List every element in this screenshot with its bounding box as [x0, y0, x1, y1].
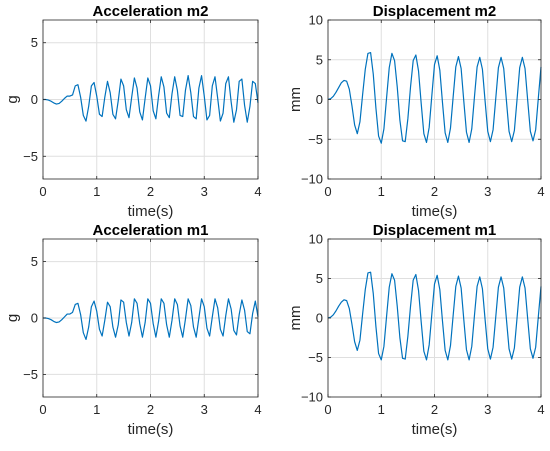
x-tick-label: 4: [537, 402, 544, 417]
x-axis-label: time(s): [128, 421, 174, 438]
x-tick-label: 1: [378, 402, 385, 417]
y-tick-label: −5: [308, 350, 323, 365]
x-axis-label: time(s): [128, 203, 174, 220]
x-tick-label: 2: [431, 402, 438, 417]
y-tick-label: 5: [31, 254, 38, 269]
y-tick-label: −10: [301, 172, 323, 187]
y-axis-label: g: [4, 95, 21, 103]
chart-title: Acceleration m2: [93, 3, 209, 20]
x-tick-label: 2: [147, 184, 154, 199]
x-tick-label: 0: [324, 402, 331, 417]
chart-title: Acceleration m1: [93, 222, 209, 239]
x-tick-label: 1: [93, 184, 100, 199]
x-tick-label: 2: [431, 184, 438, 199]
x-tick-label: 0: [39, 402, 46, 417]
x-tick-label: 3: [201, 184, 208, 199]
chart-title: Displacement m2: [373, 3, 496, 20]
y-tick-label: 5: [316, 271, 323, 286]
chart-panel-acceleration-m1: 0 1 2 3 4 −5 0 5 Acceleration m1 time(s) g: [4, 222, 262, 438]
x-tick-label: 3: [484, 402, 491, 417]
y-tick-label: −10: [301, 390, 323, 405]
x-tick-label: 4: [254, 184, 261, 199]
y-tick-label: 0: [31, 92, 38, 107]
y-tick-label: 10: [309, 13, 323, 28]
x-tick-label: 0: [324, 184, 331, 199]
y-axis-label: mm: [287, 306, 304, 331]
y-tick-label: 5: [316, 52, 323, 67]
x-tick-label: 0: [39, 184, 46, 199]
x-tick-label: 3: [201, 402, 208, 417]
y-tick-label: 0: [31, 311, 38, 326]
x-axis-label: time(s): [412, 421, 458, 438]
x-tick-label: 4: [254, 402, 261, 417]
series-line: [327, 51, 542, 144]
series-line: [43, 75, 259, 123]
x-tick-label: 4: [537, 184, 544, 199]
y-axis-label: mm: [287, 87, 304, 112]
y-tick-label: −5: [23, 149, 38, 164]
chart-panel-acceleration-m2: 0 1 2 3 4 −5 0 5 Acceleration m2 time(s) g: [4, 3, 262, 220]
y-tick-label: 5: [31, 35, 38, 50]
y-axis-label: g: [4, 314, 21, 322]
chart-panel-displacement-m2: 0 1 2 3 4 −10 −5 0 5 10 Displacement m2 time(s) mm: [287, 3, 545, 220]
y-tick-label: −5: [308, 132, 323, 147]
x-axis-label: time(s): [412, 203, 458, 220]
chart-panel-displacement-m1: 0 1 2 3 4 −10 −5 0 5 10 Displacement m1 time(s) mm: [287, 222, 545, 438]
x-tick-label: 3: [484, 184, 491, 199]
chart-title: Displacement m1: [373, 222, 496, 239]
y-tick-label: 0: [316, 311, 323, 326]
y-tick-label: 10: [309, 232, 323, 247]
series-line: [43, 298, 259, 341]
y-tick-label: −5: [23, 367, 38, 382]
series-line: [327, 271, 542, 361]
x-tick-label: 1: [378, 184, 385, 199]
x-tick-label: 1: [93, 402, 100, 417]
y-tick-label: 0: [316, 92, 323, 107]
x-tick-label: 2: [147, 402, 154, 417]
